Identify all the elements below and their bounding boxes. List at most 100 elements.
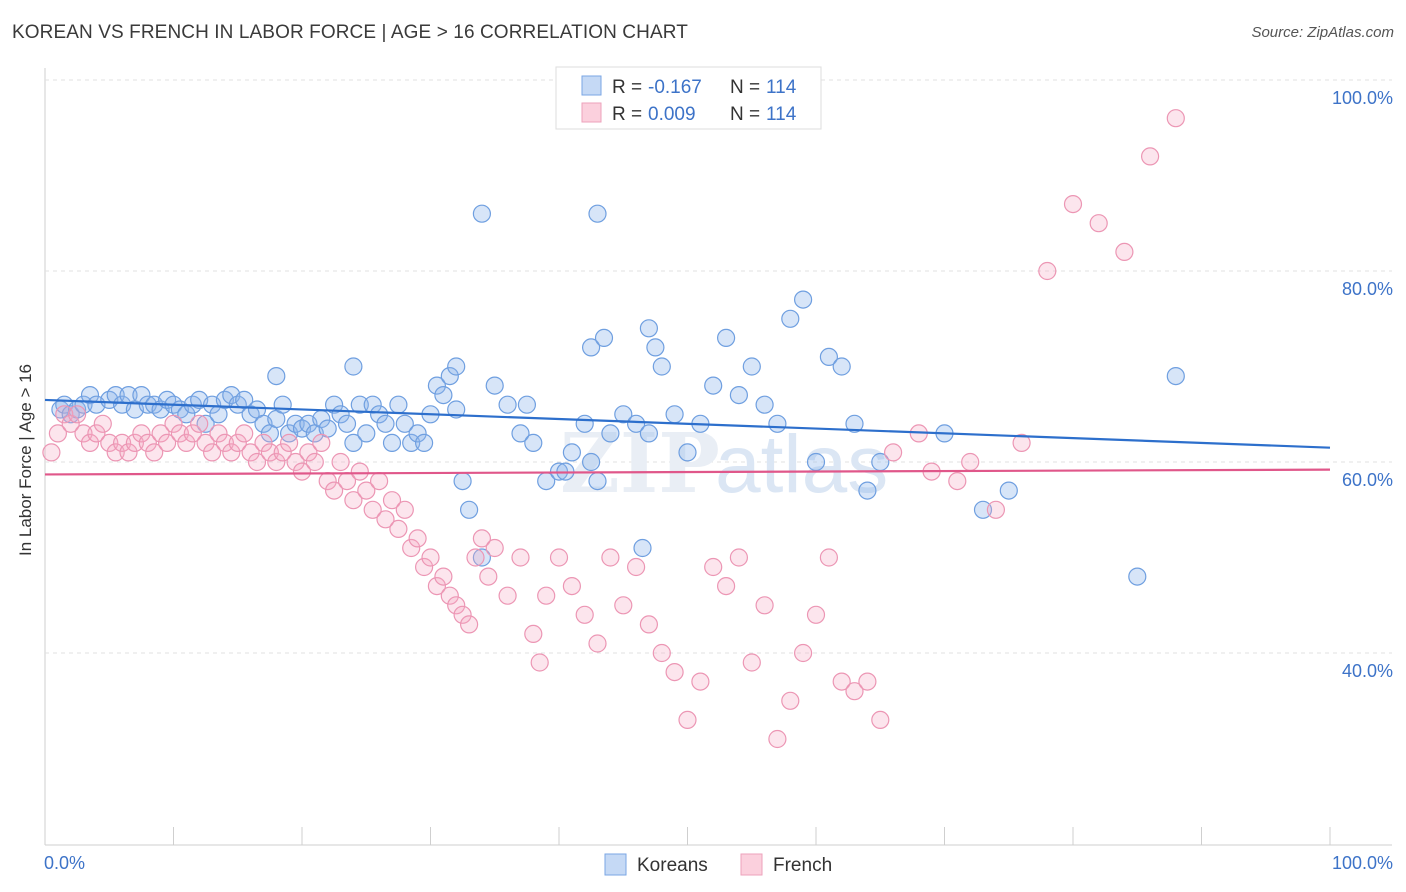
y-tick-label: 80.0% [1342, 279, 1393, 299]
french-point [363, 500, 382, 519]
korean-point [729, 386, 749, 405]
korean-point [472, 204, 491, 223]
korean-point [819, 347, 839, 366]
french-point [421, 548, 440, 567]
french-point [588, 634, 607, 653]
korean-point [639, 424, 659, 443]
korean-point [389, 395, 408, 414]
french-point [280, 433, 299, 452]
french-point [768, 729, 787, 749]
french-point [267, 452, 286, 472]
french-point [691, 672, 710, 691]
french-point [80, 433, 100, 452]
french-point [871, 710, 890, 730]
french-point [55, 405, 74, 424]
french-point [158, 433, 177, 452]
korean-point [646, 338, 665, 357]
french-point [402, 538, 421, 558]
stats-n-label: N = [730, 77, 760, 98]
french-point [87, 424, 106, 443]
korean-point [524, 433, 543, 452]
french-point [729, 548, 749, 567]
korean-point [382, 433, 402, 452]
french-point [260, 443, 279, 462]
korean-point [858, 481, 877, 500]
french-point [42, 443, 61, 462]
french-point [132, 424, 151, 443]
french-point [395, 500, 414, 519]
french-point [614, 596, 633, 615]
french-point [408, 529, 427, 548]
french-point [228, 433, 247, 452]
korean-point [678, 443, 697, 462]
korean-point [768, 414, 787, 433]
french-point [183, 424, 202, 443]
french-point [601, 548, 620, 567]
korean-point [562, 443, 582, 462]
french-point [498, 586, 517, 605]
korean-point [665, 405, 684, 424]
french-point [305, 452, 324, 472]
french-point [292, 462, 312, 481]
legend-french-label[interactable]: French [773, 855, 832, 876]
french-point [93, 414, 112, 433]
french-point [537, 586, 556, 605]
korean-point [511, 424, 530, 443]
french-point [1089, 214, 1108, 233]
korean-point [376, 414, 395, 433]
korean-point [588, 472, 607, 491]
french-point [325, 481, 344, 500]
french-point [382, 491, 402, 510]
french-point [273, 443, 292, 462]
korean-point [614, 405, 633, 424]
korean-point [357, 424, 376, 443]
french-point [447, 596, 466, 615]
chart-title: KOREAN VS FRENCH IN LABOR FORCE | AGE > … [12, 22, 688, 43]
french-point [639, 615, 659, 634]
french-point [151, 424, 170, 443]
korean-point [601, 424, 620, 443]
french-point [1115, 242, 1134, 261]
french-point [164, 414, 183, 433]
korean-point [273, 395, 292, 414]
korean-point [325, 395, 344, 414]
legend-french-swatch[interactable] [740, 853, 763, 876]
french-point [575, 605, 594, 624]
french-point [312, 433, 331, 452]
french-point [524, 624, 543, 644]
legend-koreans-swatch[interactable] [604, 853, 627, 876]
stats-r-label: R = [612, 77, 642, 98]
french-point [203, 443, 222, 462]
korean-point [594, 328, 614, 347]
french-point [247, 452, 267, 472]
korean-point [434, 386, 453, 405]
french-point [665, 662, 684, 682]
korean-point [453, 472, 472, 491]
korean-point [460, 500, 479, 519]
french-point [106, 443, 125, 462]
french-point [948, 472, 967, 491]
korean-point [742, 357, 761, 376]
stats-n-value: 114 [766, 104, 797, 125]
legend-koreans-label[interactable]: Koreans [637, 855, 708, 876]
korean-point [1128, 567, 1147, 586]
french-point [1038, 261, 1057, 281]
korean-point [755, 395, 774, 414]
french-point [344, 491, 363, 510]
french-point [125, 433, 144, 452]
stats-r-value: -0.167 [648, 77, 702, 98]
french-point [742, 653, 761, 672]
french-point [440, 586, 459, 605]
french-point [466, 548, 485, 567]
korean-point [427, 376, 446, 395]
korean-trend-line [44, 398, 1331, 449]
french-trend-line [44, 468, 1331, 476]
french-point [370, 472, 389, 491]
french-point [350, 462, 369, 481]
korean-point [1166, 367, 1185, 386]
french-point [626, 557, 646, 577]
french-point [48, 424, 68, 443]
french-point [883, 443, 903, 462]
korean-point [581, 452, 601, 472]
french-point [472, 529, 491, 548]
